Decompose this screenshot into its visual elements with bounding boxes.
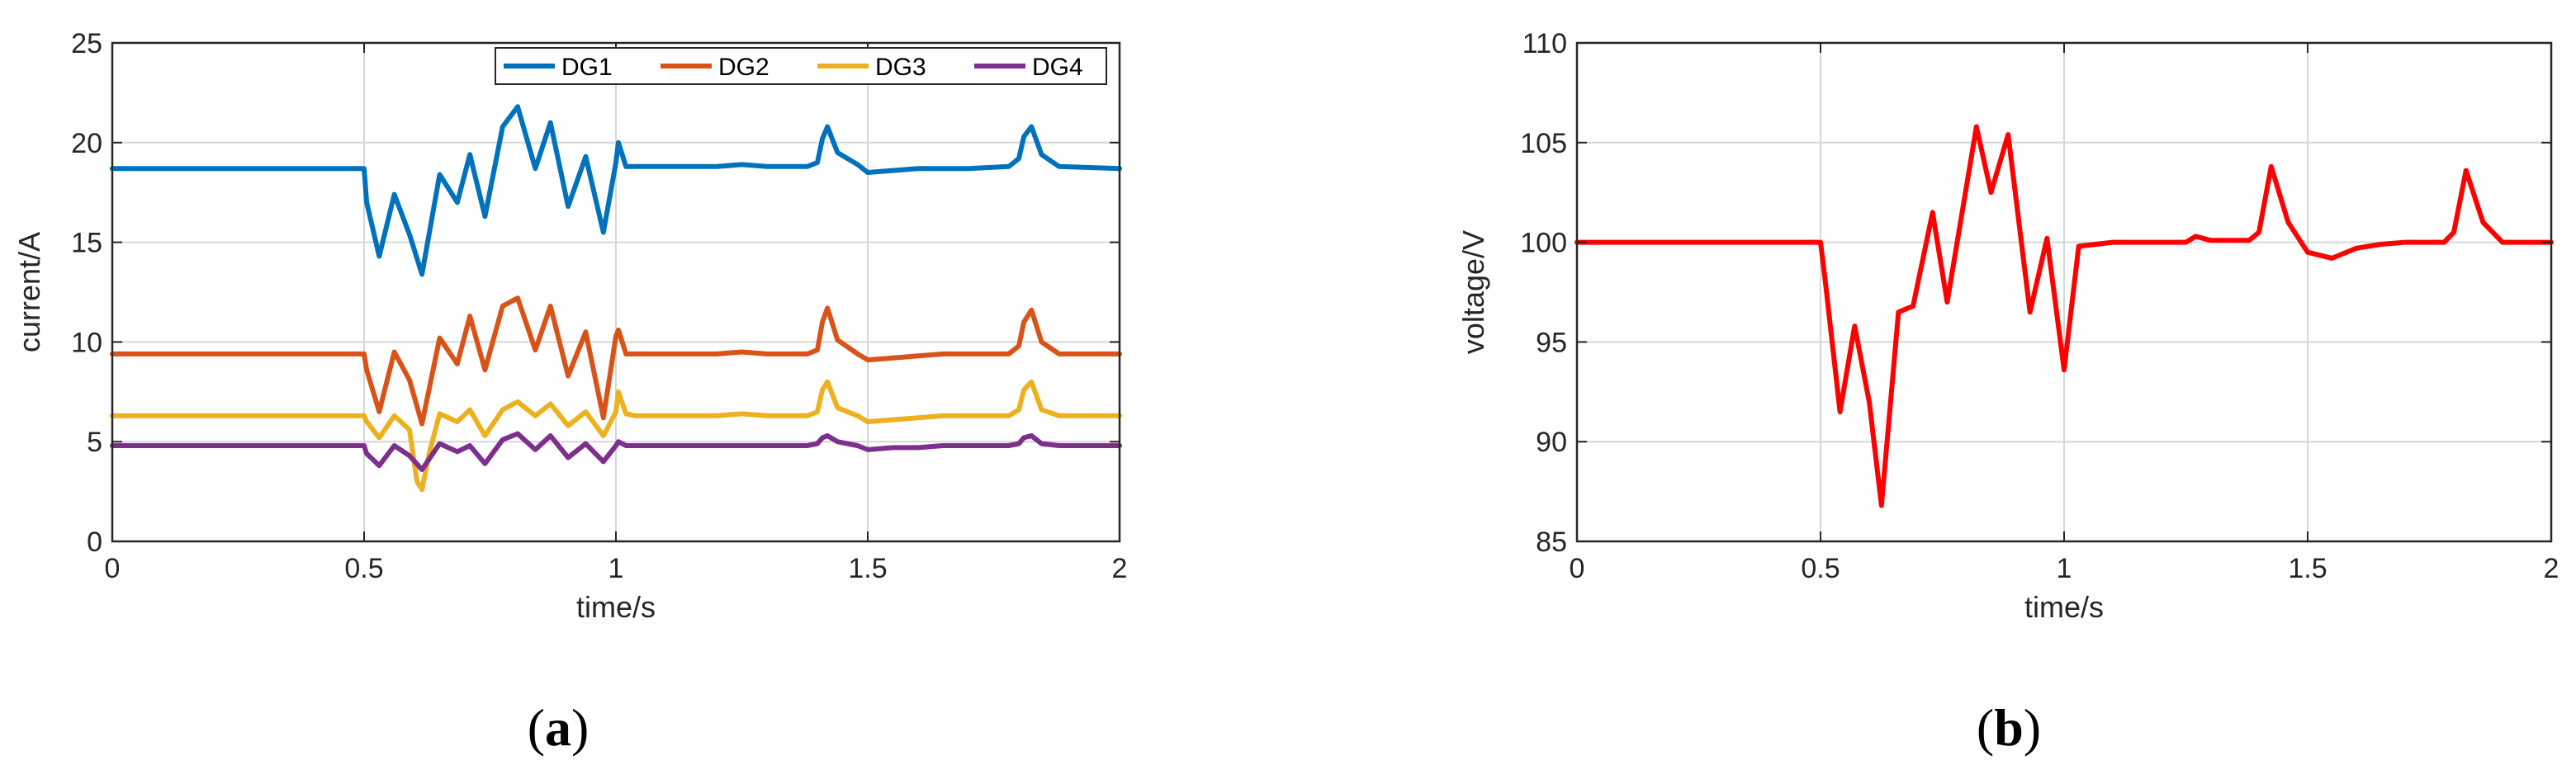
x-tick-label-2: 1 <box>2057 553 2072 584</box>
y-tick-label-4: 105 <box>1520 128 1567 159</box>
x-tick-label-0: 0 <box>105 553 121 584</box>
y-tick-label-3: 15 <box>71 228 102 259</box>
x-tick-label-2: 1 <box>608 553 624 584</box>
y-tick-label-0: 0 <box>87 527 102 558</box>
y-tick-label-1: 90 <box>1536 427 1567 458</box>
chart-b: 0 0.5 1 1.5 2 85 90 95 100 105 110 time/s voltage/V <box>1456 28 2559 624</box>
x-tick-label-3: 1.5 <box>848 553 887 584</box>
y-axis-label: voltage/V <box>1456 230 1490 354</box>
x-tick-label-3: 1.5 <box>2288 553 2327 584</box>
x-axis-label: time/s <box>576 590 656 624</box>
y-axis-label: current/A <box>12 232 46 352</box>
x-tick-label-4: 2 <box>2544 553 2559 584</box>
x-tick-label-1: 0.5 <box>344 553 383 584</box>
y-tick-label-5: 25 <box>71 28 102 59</box>
y-tick-label-3: 100 <box>1520 228 1567 259</box>
legend-label-dg3: DG3 <box>875 54 926 81</box>
series-line-voltage <box>1574 124 2554 508</box>
y-tick-label-0: 85 <box>1536 527 1567 558</box>
panel-label-b: (b) <box>1977 698 2041 757</box>
x-axis-label: time/s <box>2024 590 2104 624</box>
series-line-dg1 <box>110 104 1122 277</box>
x-tick-label-1: 0.5 <box>1801 553 1840 584</box>
legend-label-dg1: DG1 <box>561 54 613 81</box>
series-line-dg2 <box>110 295 1122 427</box>
y-tick-label-2: 10 <box>71 327 102 358</box>
panel-label-a-letter: a <box>545 698 571 757</box>
legend-label-dg2: DG2 <box>718 54 769 81</box>
legend-label-dg4: DG4 <box>1032 54 1083 81</box>
legend: DG1 DG2 DG3 DG4 <box>495 47 1107 85</box>
x-tick-label-4: 2 <box>1112 553 1128 584</box>
y-tick-label-1: 5 <box>87 427 102 458</box>
panel-label-b-letter: b <box>1994 698 2024 757</box>
x-tick-label-0: 0 <box>1570 553 1585 584</box>
y-tick-label-4: 20 <box>71 128 102 159</box>
series-line-dg4 <box>110 431 1122 472</box>
y-tick-label-2: 95 <box>1536 327 1567 358</box>
panel-label-a: (a) <box>528 698 590 757</box>
series-line-dg3 <box>110 379 1122 493</box>
y-tick-label-5: 110 <box>1522 28 1567 59</box>
